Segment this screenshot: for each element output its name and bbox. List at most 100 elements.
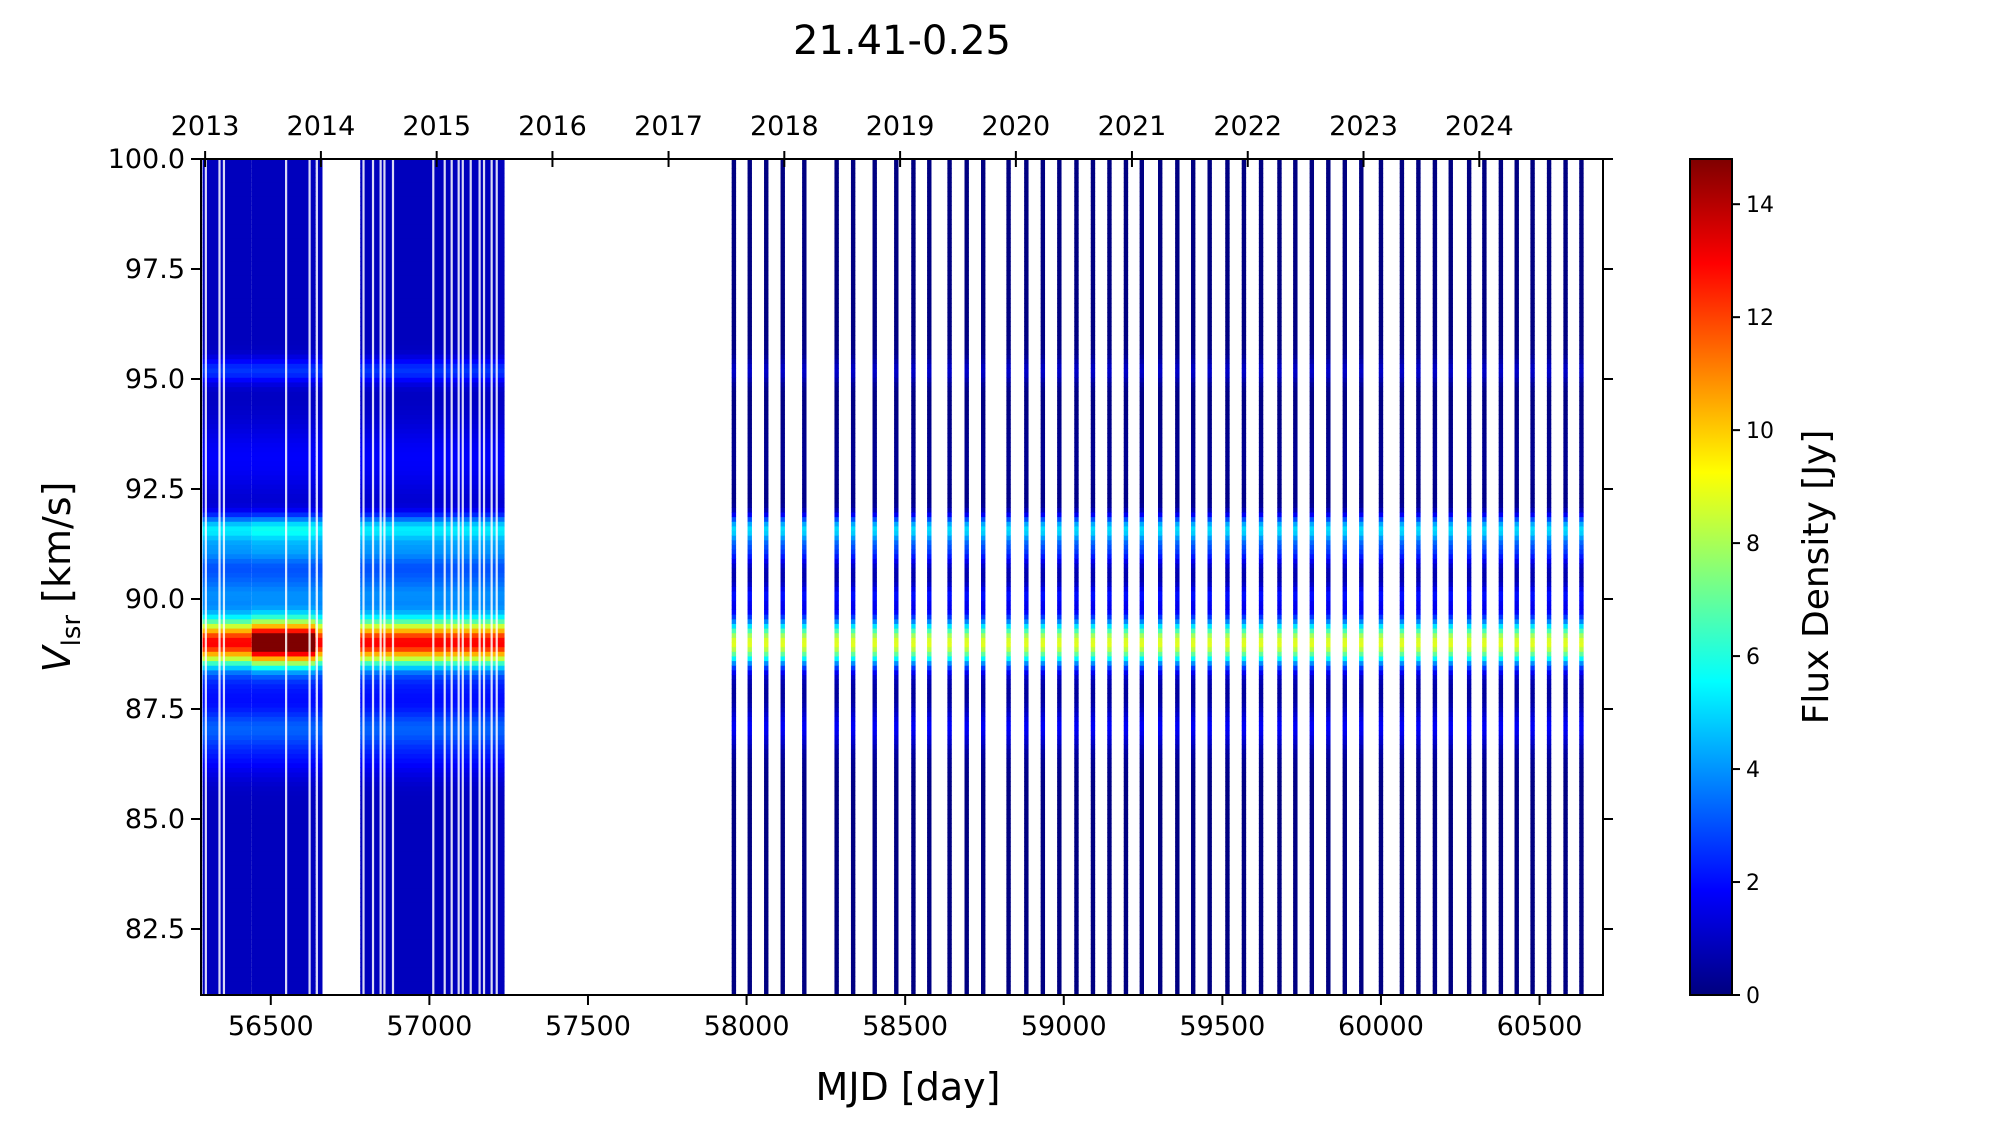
- spectrum-cell: [202, 312, 252, 318]
- spectrum-cell: [927, 159, 932, 165]
- spectrum-cell: [911, 446, 916, 453]
- spectrum-cell: [747, 860, 752, 866]
- spectrum-cell: [1107, 753, 1112, 759]
- spectrum-cell: [850, 256, 856, 262]
- spectrum-cell: [964, 182, 969, 188]
- spectrum-cell: [251, 200, 316, 206]
- spectrum-cell: [850, 433, 856, 439]
- spectrum-cell: [834, 902, 839, 908]
- spectrum-cell: [964, 446, 969, 453]
- spectrum-cell: [802, 623, 807, 629]
- spectrum-cell: [747, 758, 752, 764]
- spectrum-cell: [981, 911, 986, 917]
- spectrum-cell: [780, 261, 785, 267]
- spectrum-cell: [315, 261, 323, 267]
- spectrum-cell: [251, 818, 316, 824]
- spectrum-cell: [1139, 776, 1144, 782]
- spectrum-cell: [780, 567, 785, 573]
- spectrum-cell: [964, 837, 969, 843]
- spectrum-cell: [981, 368, 986, 374]
- spectrum-cell: [780, 702, 785, 708]
- spectrum-cell: [850, 474, 856, 480]
- spectrum-cell: [834, 823, 839, 829]
- spectrum-cell: [1139, 655, 1144, 662]
- spectrum-cell: [747, 925, 752, 931]
- spectrum-cell: [872, 985, 877, 991]
- spectrum-cell: [911, 683, 916, 689]
- spectrum-cell: [802, 646, 807, 652]
- spectrum-cell: [802, 289, 807, 295]
- spectrum-cell: [780, 874, 785, 880]
- spectrum-cell: [1139, 247, 1144, 253]
- spectrum-cell: [911, 172, 916, 179]
- spectrum-cell: [1090, 368, 1096, 374]
- spectrum-cell: [1024, 586, 1029, 592]
- spectrum-cell: [202, 368, 252, 374]
- spectrum-cell: [1090, 344, 1096, 350]
- spectrum-cell: [764, 604, 769, 611]
- spectrum-cell: [927, 172, 932, 179]
- spectrum-cell: [872, 340, 877, 346]
- spectrum-cell: [764, 878, 769, 885]
- spectrum-cell: [872, 600, 877, 606]
- spectrum-cell: [927, 210, 932, 216]
- spectrum-cell: [202, 284, 252, 290]
- spectrum-cell: [1123, 623, 1129, 629]
- spectrum-cell: [1040, 864, 1046, 871]
- spectrum-cell: [731, 196, 737, 202]
- spectrum-cell: [251, 521, 316, 527]
- spectrum-cell: [850, 381, 856, 388]
- spectrum-cell: [315, 237, 323, 244]
- spectrum-cell: [802, 874, 807, 880]
- spectrum-cell: [202, 939, 252, 945]
- spectrum-cell: [1107, 525, 1112, 532]
- spectrum-cell: [315, 618, 323, 624]
- spectrum-cell: [850, 646, 856, 652]
- spectrum-cell: [731, 354, 737, 360]
- spectrum-cell: [1074, 525, 1079, 532]
- spectrum-cell: [894, 572, 899, 578]
- spectrum-cell: [1139, 864, 1144, 871]
- spectrum-cell: [202, 400, 252, 406]
- spectrum-cell: [764, 683, 769, 689]
- spectrum-cell: [251, 693, 316, 699]
- spectrum-cell: [1157, 888, 1163, 894]
- spectrum-cell: [1139, 823, 1144, 829]
- spectrum-cell: [964, 725, 969, 731]
- spectrum-cell: [202, 465, 252, 471]
- spectrum-cell: [850, 298, 856, 304]
- spectrum-cell: [1040, 498, 1046, 504]
- spectrum-cell: [834, 409, 839, 415]
- spectrum-cell: [1040, 665, 1046, 671]
- spectrum-cell: [894, 237, 899, 244]
- spectrum-cell: [1074, 414, 1079, 420]
- spectrum-cell: [251, 758, 316, 764]
- spectrum-cell: [747, 261, 752, 267]
- epoch-column: [850, 159, 856, 995]
- spectrum-cell: [251, 767, 316, 773]
- spectrum-cell: [731, 632, 737, 638]
- spectrum-cell: [850, 725, 856, 731]
- spectrum-cell: [964, 330, 969, 336]
- spectrum-cell: [315, 628, 323, 634]
- spectrum-cell: [1006, 609, 1011, 615]
- spectrum-cell: [947, 270, 952, 276]
- spectrum-cell: [964, 502, 969, 508]
- spectrum-cell: [1123, 781, 1129, 787]
- spectrum-cell: [1157, 669, 1163, 676]
- spectrum-cell: [964, 340, 969, 346]
- spectrum-cell: [1040, 572, 1046, 578]
- spectrum-cell: [1074, 502, 1079, 508]
- spectrum-cell: [850, 419, 856, 425]
- spectrum-cell: [315, 372, 323, 378]
- spectrum-cell: [911, 962, 916, 968]
- spectrum-cell: [747, 349, 752, 355]
- spectrum-cell: [1006, 423, 1011, 429]
- spectrum-cell: [1157, 897, 1163, 903]
- spectrum-cell: [780, 753, 785, 759]
- spectrum-cell: [802, 679, 807, 685]
- spectrum-cell: [1107, 316, 1112, 323]
- spectrum-cell: [964, 507, 969, 513]
- spectrum-cell: [251, 233, 316, 239]
- spectrum-cell: [947, 437, 952, 443]
